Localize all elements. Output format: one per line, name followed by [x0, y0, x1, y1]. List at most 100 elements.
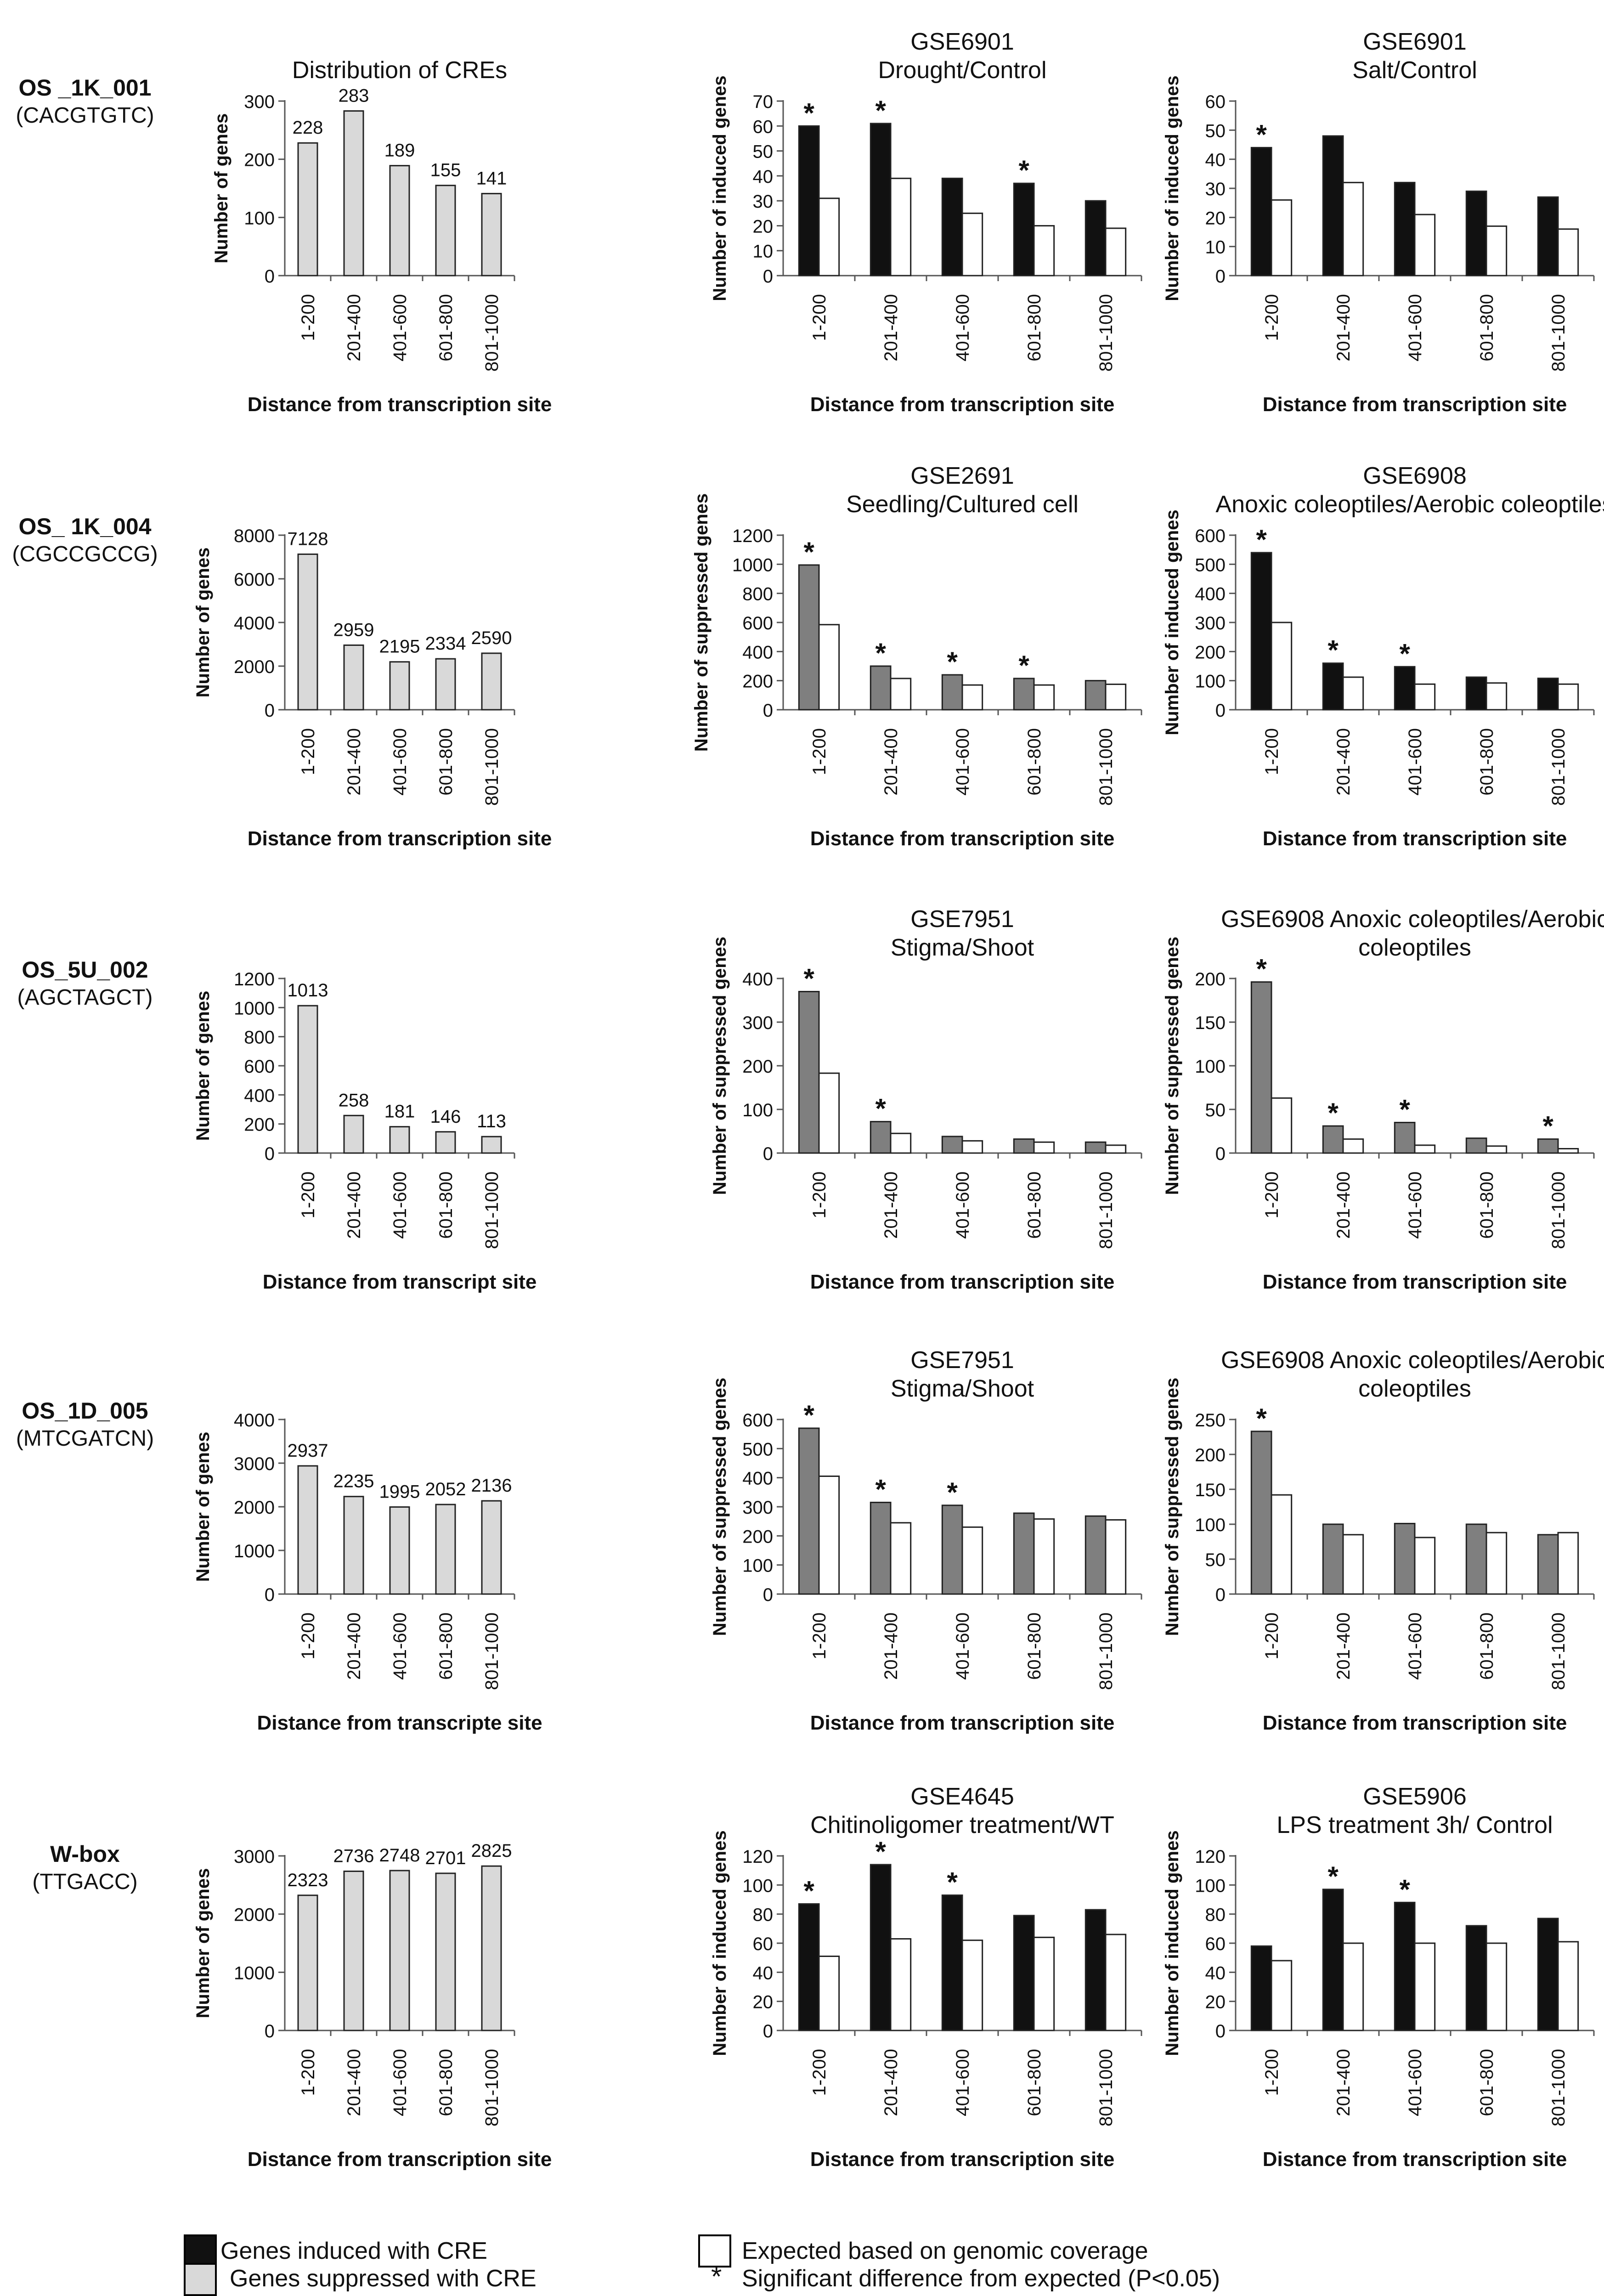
x-tick-label: 801-1000: [1548, 728, 1569, 806]
row-code: W-box: [50, 1841, 120, 1867]
bar-suppressed: [1322, 1523, 1344, 1595]
y-tick-label: 80: [753, 1905, 774, 1925]
bar-expected: [961, 1140, 983, 1154]
y-tick-label: 250: [1195, 1410, 1226, 1431]
y-tick-label: 100: [1195, 1876, 1226, 1896]
bar-suppressed: [1084, 1515, 1107, 1595]
significance-marker: *: [1327, 1861, 1339, 1892]
legend-swatch-suppressed: [184, 2263, 217, 2296]
y-tick-label: 0: [763, 2021, 773, 2042]
legend-label-expected: Expected based on genomic coverage: [742, 2238, 1148, 2264]
significance-marker: *: [803, 963, 814, 994]
x-tick-label: 201-400: [881, 1612, 901, 1680]
bar-expected: [1105, 684, 1127, 711]
bar-expected: [1271, 622, 1293, 711]
y-tick-label: 0: [763, 266, 773, 287]
y-tick-label: 800: [244, 1028, 275, 1048]
legend-significance-symbol: *: [711, 2261, 722, 2292]
y-axis-label: Number of induced genes: [710, 75, 730, 301]
y-tick-label: 200: [1195, 969, 1226, 990]
bar-expected: [1485, 1145, 1508, 1154]
bar-distribution: [435, 658, 456, 711]
bar-expected: [1485, 1942, 1508, 2031]
bar-expected: [1342, 1942, 1364, 2031]
significance-marker: *: [803, 537, 814, 567]
significance-marker: *: [875, 1474, 886, 1505]
bar-suppressed: [870, 1121, 892, 1154]
y-tick-label: 10: [1205, 238, 1226, 258]
bar-suppressed: [941, 1136, 963, 1154]
bar-distribution: [343, 1870, 364, 2031]
bar-expected: [818, 198, 840, 277]
bar-distribution: [389, 661, 410, 711]
x-tick-label: 1-200: [298, 1612, 318, 1659]
y-tick-label: 0: [265, 1585, 275, 1605]
y-tick-label: 50: [1205, 121, 1226, 141]
row-label-5: W-box (TTGACC): [9, 1840, 161, 1896]
x-tick-label: 401-600: [953, 728, 973, 796]
x-tick-label: 601-800: [436, 728, 456, 796]
bar-induced: [1537, 1917, 1559, 2031]
bar-induced: [1394, 666, 1416, 711]
bar-distribution: [343, 644, 364, 711]
x-tick-label: 601-800: [1477, 294, 1497, 362]
bar-expected: [961, 1526, 983, 1595]
data-label: 2590: [471, 628, 512, 648]
y-tick-label: 600: [1195, 526, 1226, 546]
x-tick-label: 1-200: [809, 1612, 830, 1659]
x-tick-label: 601-800: [1024, 2049, 1045, 2116]
data-label: 2323: [288, 1870, 328, 1890]
x-tick-label: 801-1000: [482, 1171, 502, 1249]
x-tick-label: 801-1000: [482, 2049, 502, 2126]
x-tick-label: 401-600: [1405, 2049, 1425, 2116]
bar-suppressed: [1537, 1138, 1559, 1154]
significance-marker: *: [875, 638, 886, 668]
x-tick-label: 401-600: [953, 294, 973, 362]
bar-distribution: [481, 1136, 502, 1154]
x-tick-label: 401-600: [1405, 1171, 1425, 1239]
x-tick-label: 601-800: [436, 1612, 456, 1680]
bar-expected: [1342, 181, 1364, 277]
x-axis-label: Distance from transcription site: [1263, 2148, 1567, 2171]
bar-expected: [818, 1072, 840, 1154]
bar-induced: [870, 123, 892, 277]
chart-r4c1: 0 1000 2000 3000 4000 Number of genes 2937 1-20…: [193, 1410, 542, 1734]
x-tick-label: 401-600: [1405, 1612, 1425, 1680]
data-label: 2748: [379, 1845, 420, 1866]
y-tick-label: 100: [742, 1556, 773, 1576]
x-tick-label: 401-600: [390, 1171, 410, 1239]
x-axis-label: Distance from transcript site: [263, 1271, 537, 1293]
chart-title: GSE6901: [910, 28, 1014, 55]
y-tick-label: 0: [1215, 2021, 1226, 2042]
x-tick-label: 801-1000: [1548, 294, 1569, 372]
bar-suppressed: [1322, 1125, 1344, 1154]
row-label-2: OS_ 1K_004 (CGCCGCCG): [9, 512, 161, 568]
y-axis-label: Number of induced genes: [1162, 75, 1182, 301]
bar-expected: [1033, 1518, 1055, 1595]
bar-induced: [1465, 190, 1487, 277]
y-tick-label: 300: [742, 1013, 773, 1033]
chart-title: GSE6901: [1363, 28, 1467, 55]
bar-distribution: [389, 1870, 410, 2031]
bar-distribution: [297, 1465, 318, 1595]
y-axis-label: Number of genes: [193, 1432, 213, 1582]
x-tick-label: 801-1000: [1548, 1612, 1569, 1690]
x-tick-label: 201-400: [881, 294, 901, 362]
bar-suppressed: [1250, 981, 1272, 1154]
data-label: 146: [430, 1107, 461, 1127]
bar-expected: [890, 1132, 912, 1154]
bar-distribution: [481, 1865, 502, 2031]
y-tick-label: 30: [753, 192, 774, 212]
bar-expected: [1105, 1519, 1127, 1595]
bar-suppressed: [1465, 1137, 1487, 1154]
bar-induced: [1394, 1901, 1416, 2031]
bar-distribution: [297, 553, 318, 711]
bar-induced: [1322, 1889, 1344, 2031]
row-sequence: (CACGTGTC): [16, 103, 154, 128]
bar-suppressed: [1084, 680, 1107, 711]
bar-expected: [890, 1938, 912, 2031]
x-tick-label: 601-800: [436, 294, 456, 362]
chart-title: GSE4645: [910, 1783, 1014, 1810]
